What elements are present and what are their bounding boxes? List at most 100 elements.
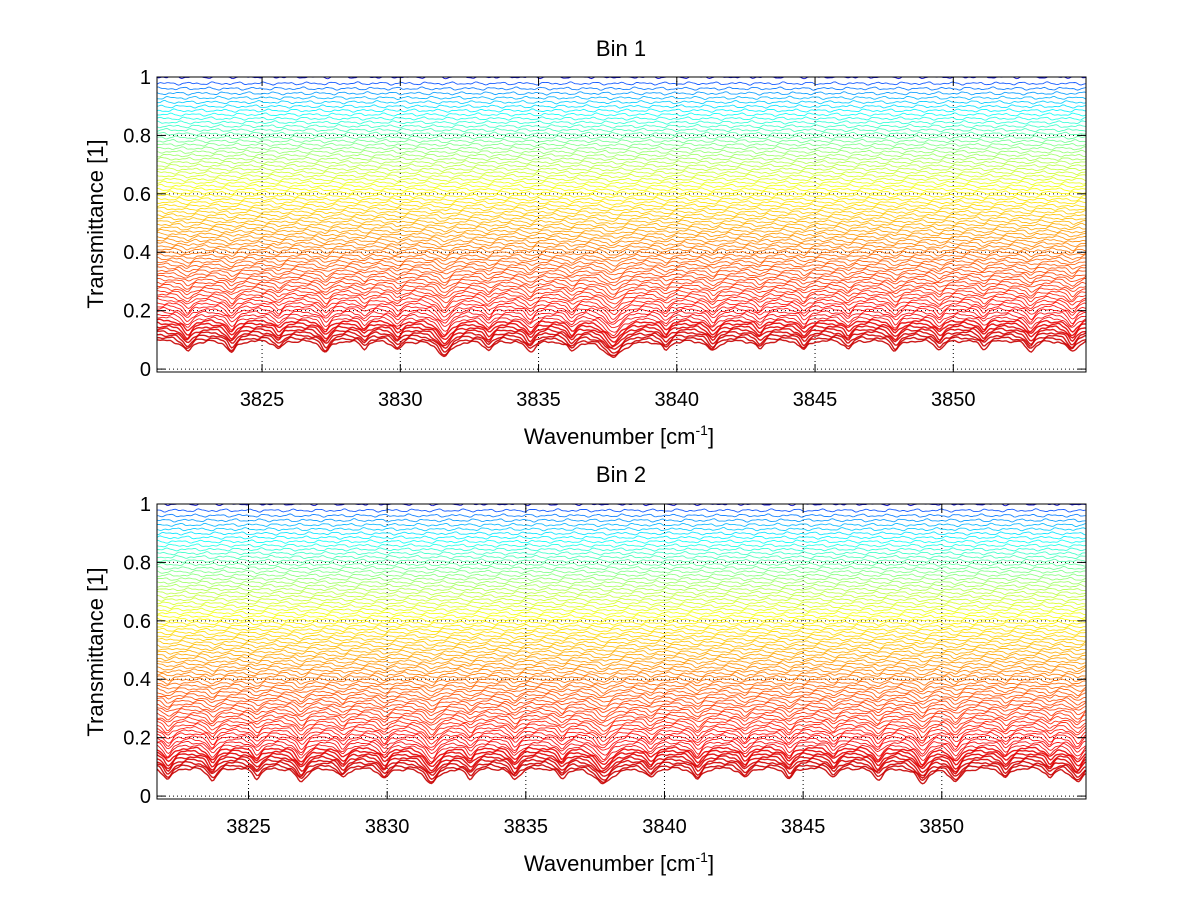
- transmittance-curve: [157, 301, 1086, 321]
- transmittance-curve: [157, 241, 1086, 248]
- transmittance-curve: [157, 86, 1086, 91]
- transmittance-curve: [157, 607, 1086, 613]
- transmittance-curve: [157, 689, 1086, 699]
- transmittance-curve: [157, 183, 1086, 189]
- transmittance-curve: [157, 222, 1086, 229]
- transmittance-curve: [157, 558, 1086, 564]
- transmittance-curve: [157, 710, 1086, 724]
- transmittance-curve: [157, 551, 1086, 556]
- transmittance-curve: [157, 283, 1086, 298]
- transmittance-curve: [157, 116, 1086, 121]
- transmittance-curve: [157, 187, 1086, 193]
- transmittance-curve: [157, 740, 1086, 760]
- transmittance-curve: [157, 757, 1086, 777]
- x-tick-label: 3835: [516, 389, 561, 411]
- transmittance-curve: [157, 704, 1086, 718]
- transmittance-curve: [157, 190, 1086, 196]
- transmittance-curve: [157, 649, 1086, 656]
- transmittance-curve: [157, 209, 1086, 216]
- transmittance-curve: [157, 600, 1086, 606]
- transmittance-curve: [157, 746, 1086, 767]
- transmittance-curve: [157, 535, 1086, 540]
- transmittance-curve: [157, 206, 1086, 212]
- y-axis-label: Transmittance [1]: [83, 139, 108, 308]
- transmittance-curve: [157, 100, 1086, 105]
- transmittance-curve: [157, 177, 1086, 183]
- transmittance-curve: [157, 193, 1086, 199]
- transmittance-curve: [157, 173, 1086, 179]
- transmittance-curve: [157, 306, 1086, 325]
- y-tick-label: 0.2: [123, 301, 151, 323]
- x-tick-label: 3835: [504, 816, 549, 838]
- transmittance-curve: [157, 338, 1086, 359]
- transmittance-curve: [157, 604, 1086, 610]
- x-tick-label: 3850: [920, 816, 965, 838]
- transmittance-curve: [157, 200, 1086, 206]
- transmittance-curve: [157, 755, 1086, 774]
- transmittance-curve: [157, 766, 1086, 785]
- transmittance-curve: [157, 253, 1086, 262]
- transmittance-curve: [157, 247, 1086, 256]
- transmittance-curve: [157, 81, 1086, 86]
- transmittance-curve: [157, 518, 1086, 523]
- x-tick-label: 3840: [655, 389, 700, 411]
- axes-box: [156, 503, 1087, 800]
- transmittance-curve: [157, 170, 1086, 175]
- transmittance-curve: [157, 231, 1086, 239]
- transmittance-curve: [157, 725, 1086, 742]
- transmittance-curve: [157, 554, 1086, 560]
- transmittance-curve: [157, 576, 1086, 582]
- transmittance-curve: [157, 668, 1086, 676]
- transmittance-curve: [157, 565, 1086, 571]
- transmittance-curve: [157, 297, 1086, 316]
- transmittance-curve: [157, 135, 1086, 140]
- transmittance-curve: [157, 268, 1086, 281]
- transmittance-curve: [157, 614, 1086, 620]
- x-tick-label: 3825: [240, 389, 285, 411]
- transmittance-curve: [157, 321, 1086, 343]
- subplot-bin-2: Bin 2 3825 3830 3835 3840 3845 3850 0 0.2 0.4 0.6…: [83, 462, 1087, 876]
- transmittance-curve: [157, 573, 1086, 578]
- transmittance-curve: [157, 203, 1086, 209]
- transmittance-curve: [157, 752, 1086, 772]
- transmittance-curve: [157, 522, 1086, 528]
- transmittance-curve: [157, 95, 1086, 101]
- transmittance-curve: [157, 587, 1086, 592]
- transmittance-curve: [157, 513, 1086, 518]
- transmittance-curve: [157, 330, 1086, 350]
- transmittance-curve: [157, 719, 1086, 736]
- y-tick-label: 0.6: [123, 611, 151, 633]
- transmittance-curve: [157, 698, 1086, 711]
- transmittance-curve: [157, 289, 1086, 305]
- transmittance-curve: [157, 238, 1086, 247]
- x-tick-label: 3830: [365, 816, 410, 838]
- transmittance-curve: [157, 543, 1086, 548]
- transmittance-curve: [157, 156, 1086, 162]
- axis-ticks: 3825 3830 3835 3840 3845 3850 0 0.2 0.4 0.6 0.8 1: [123, 67, 1086, 411]
- y-tick-label: 0.4: [123, 669, 151, 691]
- x-axis-label: Wavenumber [cm-1]: [524, 849, 714, 876]
- transmittance-curve: [157, 104, 1086, 109]
- transmittance-curve: [157, 131, 1086, 136]
- transmittance-curve: [157, 244, 1086, 252]
- transmittance-curve: [157, 643, 1086, 649]
- transmittance-curve: [157, 583, 1086, 589]
- transmittance-curve: [157, 91, 1086, 96]
- transmittance-curve: [157, 216, 1086, 222]
- transmittance-curve: [157, 318, 1086, 339]
- x-tick-label: 3825: [226, 816, 271, 838]
- transmittance-curve: [157, 590, 1086, 596]
- transmittance-curve: [157, 160, 1086, 165]
- transmittance-curve: [157, 562, 1086, 567]
- transmittance-curve: [157, 640, 1086, 647]
- subplot-title: Bin 2: [596, 462, 646, 487]
- transmittance-curve: [157, 731, 1086, 749]
- x-tick-label: 3845: [781, 816, 826, 838]
- transmittance-curve: [157, 219, 1086, 225]
- transmittance-curve: [157, 292, 1086, 309]
- transmittance-curve: [157, 630, 1086, 636]
- transmittance-curve: [157, 213, 1086, 220]
- transmittance-curve: [157, 531, 1086, 536]
- transmittance-curve: [157, 652, 1086, 660]
- transmittance-curve: [157, 333, 1086, 354]
